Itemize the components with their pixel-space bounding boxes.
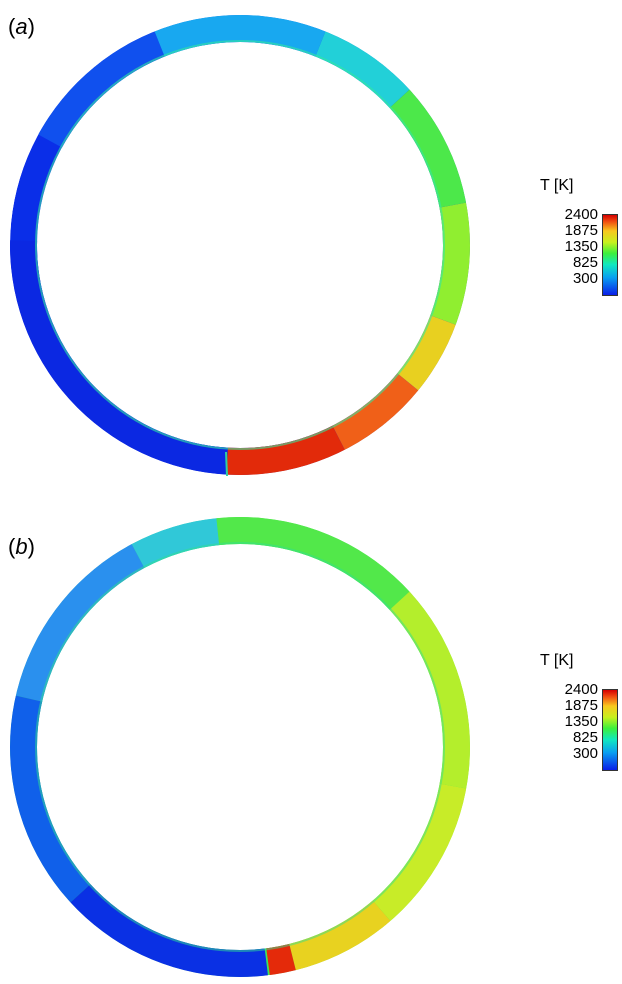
sector-a-hot-1	[240, 245, 430, 460]
legend-tick: 2400	[564, 206, 598, 223]
temperature-ring-a	[10, 15, 470, 477]
legend-tick: 1875	[564, 697, 598, 714]
sector-a-top	[150, 15, 330, 245]
cold-sector-a	[10, 240, 240, 475]
sector-a-right-lower	[240, 245, 470, 400]
colorbar-a	[602, 214, 618, 296]
panel-b: (b) T [K] 2400 1875	[0, 492, 622, 984]
legend-tick: 1350	[564, 238, 598, 255]
legend-tick: 825	[572, 254, 598, 271]
legend-ticks-a: 2400 1875 1350 825 300	[536, 207, 598, 287]
sector-a-right	[240, 200, 470, 330]
sector-b-top	[215, 517, 420, 747]
sector-b-right	[240, 582, 470, 792]
panel-label-a: (a)	[8, 14, 35, 39]
temperature-ring-b	[10, 517, 470, 977]
legend-tick: 2400	[564, 681, 598, 698]
panel-a: (a) T [K] 240	[8, 14, 622, 477]
sector-a-hot-2	[226, 245, 350, 475]
sector-b-left	[10, 692, 240, 912]
front-line-a	[225, 451, 228, 477]
sector-b-bottom-right	[240, 747, 400, 977]
legend-tick: 300	[572, 745, 598, 762]
sector-a-top-right	[240, 20, 420, 245]
sector-b-bottom-left	[60, 747, 270, 977]
legend-tick: 1875	[564, 222, 598, 239]
legend-a: T [K] 2400 1875 1350 825 300	[536, 177, 622, 327]
panel-label-b: (b)	[8, 534, 35, 559]
legend-ticks-b: 2400 1875 1350 825 300	[536, 682, 598, 762]
sector-a-top-left	[30, 20, 240, 245]
legend-b: T [K] 2400 1875 1350 825 300	[536, 652, 622, 802]
colorbar-b	[602, 689, 618, 771]
legend-title-a: T [K]	[540, 177, 574, 194]
legend-tick: 300	[572, 270, 598, 287]
legend-tick: 1350	[564, 713, 598, 730]
legend-title-b: T [K]	[540, 652, 574, 669]
legend-tick: 825	[572, 729, 598, 746]
